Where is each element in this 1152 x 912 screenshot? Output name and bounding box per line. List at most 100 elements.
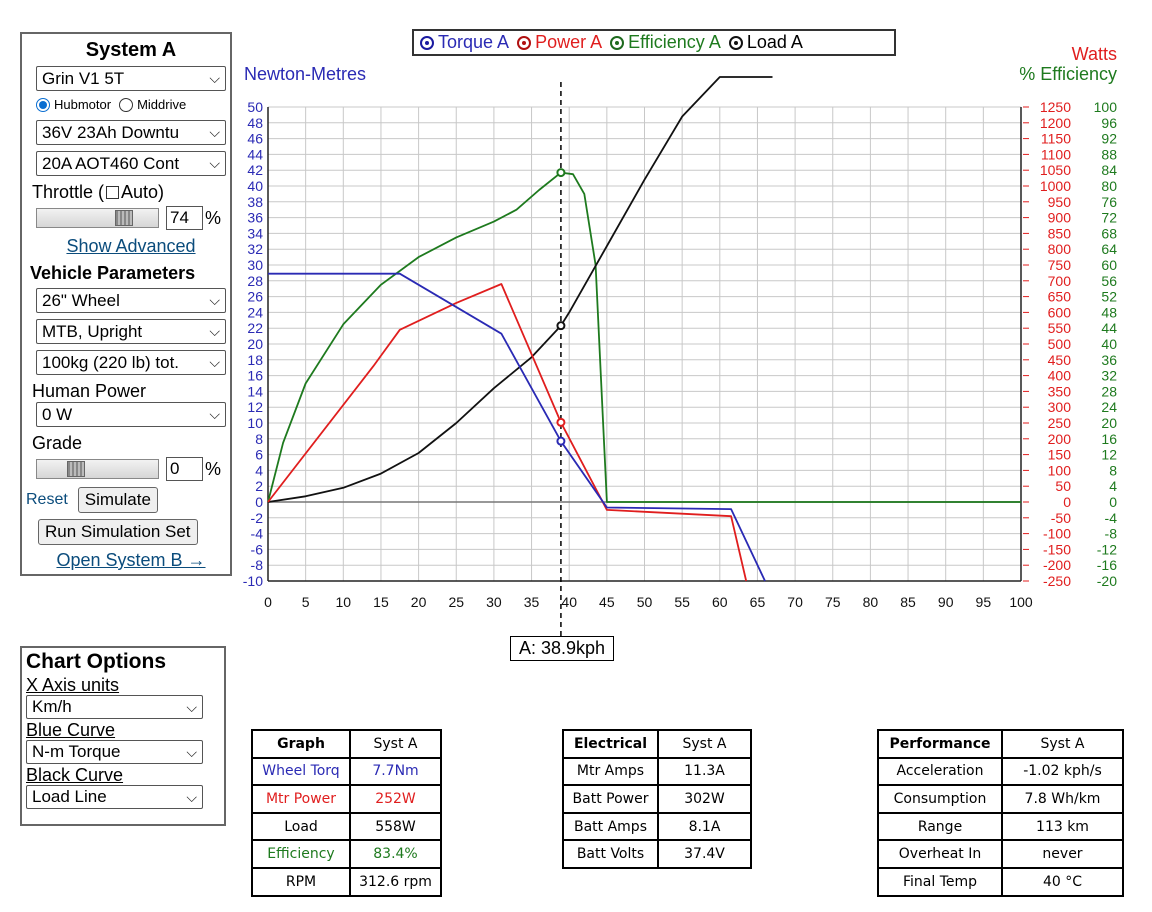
chevron-down-icon: ⌵ — [209, 354, 220, 370]
watts-axis-unit: Watts — [1072, 44, 1117, 64]
watts-tick-label: 250 — [1048, 415, 1072, 431]
x-tick-label: 100 — [1009, 594, 1033, 610]
x-axis-units-select[interactable]: Km/h ⌵ — [26, 695, 203, 719]
watts-tick-label: 400 — [1048, 368, 1072, 384]
chart-options-panel: Chart Options X Axis units Km/h ⌵ Blue Cu… — [20, 646, 226, 826]
nm-tick-label: 34 — [247, 225, 263, 241]
human-power-select[interactable]: 0 W ⌵ — [36, 402, 226, 427]
chart-axes: 0 5 10 15 20 25 30 35 40 45 50 55 60 65 70 75 80 85 90 95 10… — [243, 99, 1117, 610]
middrive-label: Middrive — [137, 97, 187, 112]
blue-curve-label: Blue Curve — [26, 720, 116, 740]
efficiency-tick-label: 80 — [1101, 178, 1117, 194]
legend-torque[interactable]: Torque A — [420, 32, 509, 53]
x-tick-label: 65 — [750, 594, 766, 610]
nm-tick-label: 14 — [247, 383, 263, 399]
grade-input[interactable]: 0 — [166, 457, 203, 481]
reset-link[interactable]: Reset — [26, 491, 68, 508]
grade-label: Grade — [32, 433, 83, 453]
auto-checkbox[interactable] — [106, 186, 120, 199]
watts-tick-label: 50 — [1055, 478, 1071, 494]
hubmotor-radio[interactable] — [36, 97, 50, 112]
blue-curve-select[interactable]: N-m Torque ⌵ — [26, 740, 203, 764]
x-tick-label: 20 — [411, 594, 427, 610]
table-header: Electrical Syst A — [562, 729, 752, 759]
table-header: Performance Syst A — [877, 729, 1124, 759]
chevron-down-icon: ⌵ — [209, 292, 220, 308]
chevron-down-icon: ⌵ — [186, 789, 197, 805]
nm-tick-label: 2 — [255, 478, 263, 494]
open-system-b-link[interactable]: Open System B → — [56, 550, 206, 570]
simulate-button[interactable]: Simulate — [77, 487, 158, 513]
load-line — [267, 76, 773, 503]
table-row: Batt Power 302W — [562, 784, 752, 814]
nm-tick-label: 40 — [247, 178, 263, 194]
efficiency-line — [267, 171, 1021, 503]
efficiency-tick-label: 16 — [1101, 431, 1117, 447]
chart-options-title: Chart Options — [26, 650, 166, 673]
nm-tick-label: 18 — [247, 352, 263, 368]
efficiency-radio-icon — [610, 35, 625, 50]
table-row: Overheat In never — [877, 839, 1124, 869]
throttle-slider-thumb[interactable] — [114, 210, 133, 226]
legend-load[interactable]: Load A — [728, 32, 803, 53]
percent-sign: % — [205, 207, 222, 228]
x-tick-label: 80 — [863, 594, 879, 610]
legend-power[interactable]: Power A — [517, 32, 602, 53]
throttle-input[interactable]: 74 — [166, 206, 203, 230]
throttle-slider[interactable] — [36, 208, 159, 228]
battery-select[interactable]: 36V 23Ah Downtu ⌵ — [36, 120, 226, 145]
table-row: Batt Volts 37.4V — [562, 839, 752, 869]
efficiency-tick-label: -16 — [1097, 557, 1117, 573]
power-marker — [556, 417, 566, 427]
weight-select[interactable]: 100kg (220 lb) tot. ⌵ — [36, 350, 226, 375]
efficiency-tick-label: 36 — [1101, 352, 1117, 368]
run-simulation-set-button[interactable]: Run Simulation Set — [38, 519, 198, 545]
power-radio-icon — [517, 35, 532, 50]
grade-slider-thumb[interactable] — [67, 461, 85, 477]
position-select[interactable]: MTB, Upright ⌵ — [36, 319, 226, 344]
power-line — [267, 283, 748, 582]
grade-slider[interactable] — [36, 459, 159, 479]
efficiency-tick-label: 56 — [1101, 273, 1117, 289]
x-tick-label: 10 — [336, 594, 352, 610]
watts-tick-label: 900 — [1048, 210, 1072, 226]
efficiency-marker — [556, 168, 566, 178]
efficiency-tick-label: 76 — [1101, 194, 1117, 210]
table-row: Mtr Amps 11.3A — [562, 756, 752, 787]
efficiency-tick-label: 0 — [1109, 494, 1117, 510]
controller-select[interactable]: 20A AOT460 Cont ⌵ — [36, 151, 226, 176]
electrical-table: Electrical Syst A Mtr Amps 11.3A Batt Powe… — [562, 729, 752, 869]
efficiency-tick-label: 92 — [1101, 131, 1117, 147]
show-advanced-link[interactable]: Show Advanced — [66, 236, 196, 256]
black-curve-select[interactable]: Load Line ⌵ — [26, 785, 203, 809]
table-row: Mtr Power 252W — [251, 784, 442, 814]
nm-tick-label: 48 — [247, 115, 263, 131]
x-tick-label: 95 — [976, 594, 992, 610]
watts-tick-label: -250 — [1043, 573, 1071, 589]
watts-tick-label: -150 — [1043, 541, 1071, 557]
hubmotor-label: Hubmotor — [54, 97, 112, 112]
efficiency-tick-label: -4 — [1105, 510, 1118, 526]
legend-efficiency[interactable]: Efficiency A — [610, 32, 721, 53]
nm-tick-label: 44 — [247, 146, 263, 162]
middrive-radio[interactable] — [119, 97, 134, 112]
nm-tick-label: 6 — [255, 447, 263, 463]
nm-tick-label: 10 — [247, 415, 263, 431]
nm-tick-label: -10 — [243, 573, 263, 589]
x-tick-label: 35 — [524, 594, 540, 610]
wheel-select[interactable]: 26" Wheel ⌵ — [36, 288, 226, 313]
efficiency-tick-label: 32 — [1101, 368, 1117, 384]
efficiency-tick-label: 52 — [1101, 289, 1117, 305]
watts-tick-label: -100 — [1043, 526, 1071, 542]
table-row: Wheel Torq 7.7Nm — [251, 756, 442, 787]
chart-legend: Torque A Power A Efficiency A Load A — [412, 29, 896, 56]
nm-tick-label: 8 — [255, 431, 263, 447]
x-tick-label: 15 — [373, 594, 389, 610]
x-axis-units-label: X Axis units — [26, 675, 120, 695]
table-row: Batt Amps 8.1A — [562, 811, 752, 842]
efficiency-tick-label: 44 — [1101, 320, 1117, 336]
nm-tick-label: 24 — [247, 304, 263, 320]
motor-select[interactable]: Grin V1 5T ⌵ — [36, 66, 226, 91]
table-row: Load 558W — [251, 811, 442, 842]
